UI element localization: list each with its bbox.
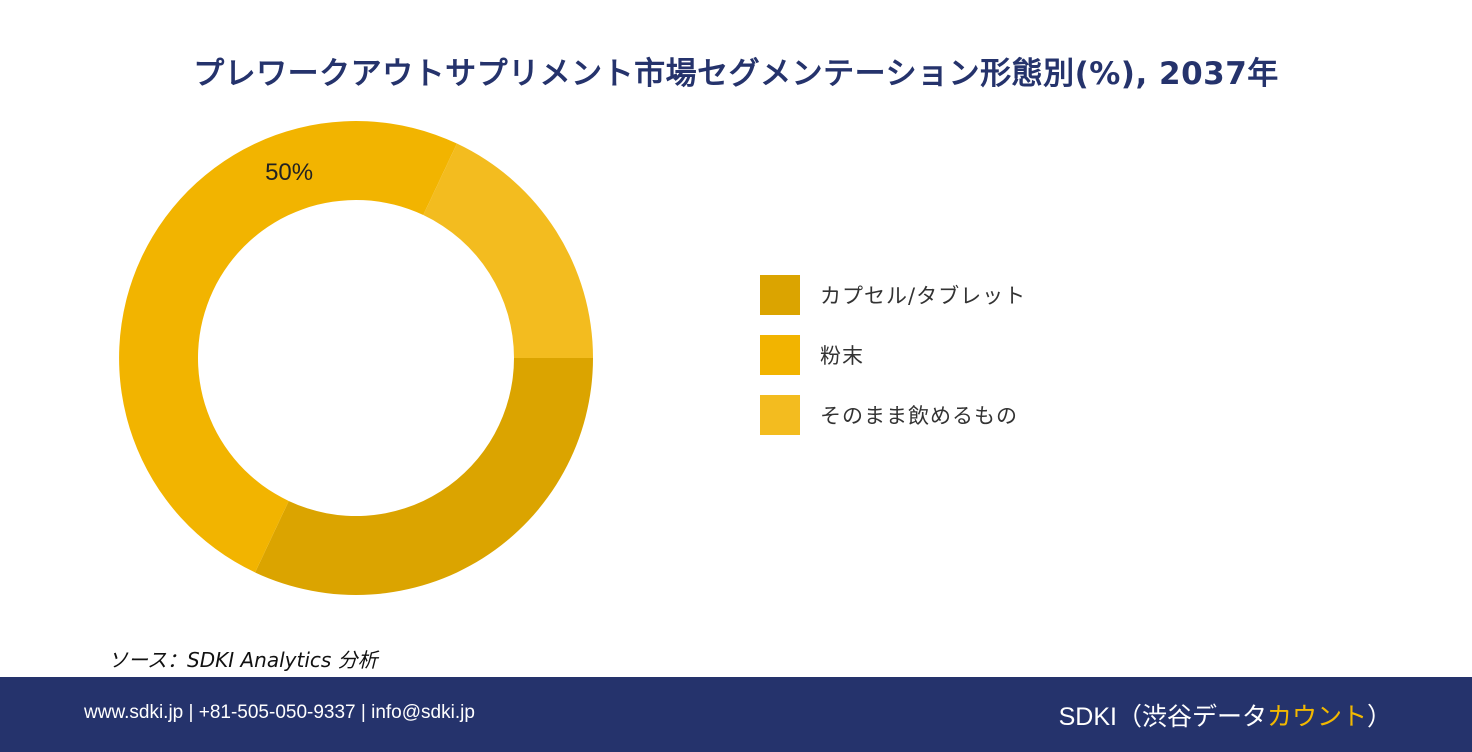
footer-brand-accent: カウント — [1266, 703, 1367, 731]
legend-label: そのまま飲めるもの — [820, 404, 1018, 428]
footer-contact: www.sdki.jp | +81-505-050-9337 | info@sd… — [84, 702, 475, 723]
source-note: ソース：SDKI Analytics 分析 — [108, 648, 378, 672]
legend-swatch — [760, 335, 800, 375]
legend-item: カプセル/タブレット — [760, 275, 1026, 315]
legend-label: カプセル/タブレット — [820, 284, 1027, 308]
legend-swatch — [760, 395, 800, 435]
slice-data-label: 50% — [265, 159, 313, 186]
footer-brand-prefix: SDKI（渋谷データ — [1058, 703, 1267, 731]
legend-label: 粉末 — [820, 344, 864, 368]
footer-brand: SDKI（渋谷データカウント） — [1059, 697, 1392, 733]
chart-title: プレワークアウトサプリメント市場セグメンテーション形態別(%), 2037年 — [193, 56, 1279, 92]
footer-bar: www.sdki.jp | +81-505-050-9337 | info@sd… — [0, 677, 1472, 752]
donut-slice — [255, 358, 593, 595]
donut-chart: 50% — [119, 121, 593, 595]
donut-slice — [119, 121, 457, 573]
footer-brand-suffix: ） — [1366, 703, 1392, 731]
donut-slice — [423, 143, 593, 358]
legend-item: そのまま飲めるもの — [760, 395, 1026, 435]
chart-legend: カプセル/タブレット 粉末そのまま飲めるもの — [760, 275, 1026, 455]
legend-swatch — [760, 275, 800, 315]
legend-item: 粉末 — [760, 335, 1026, 375]
